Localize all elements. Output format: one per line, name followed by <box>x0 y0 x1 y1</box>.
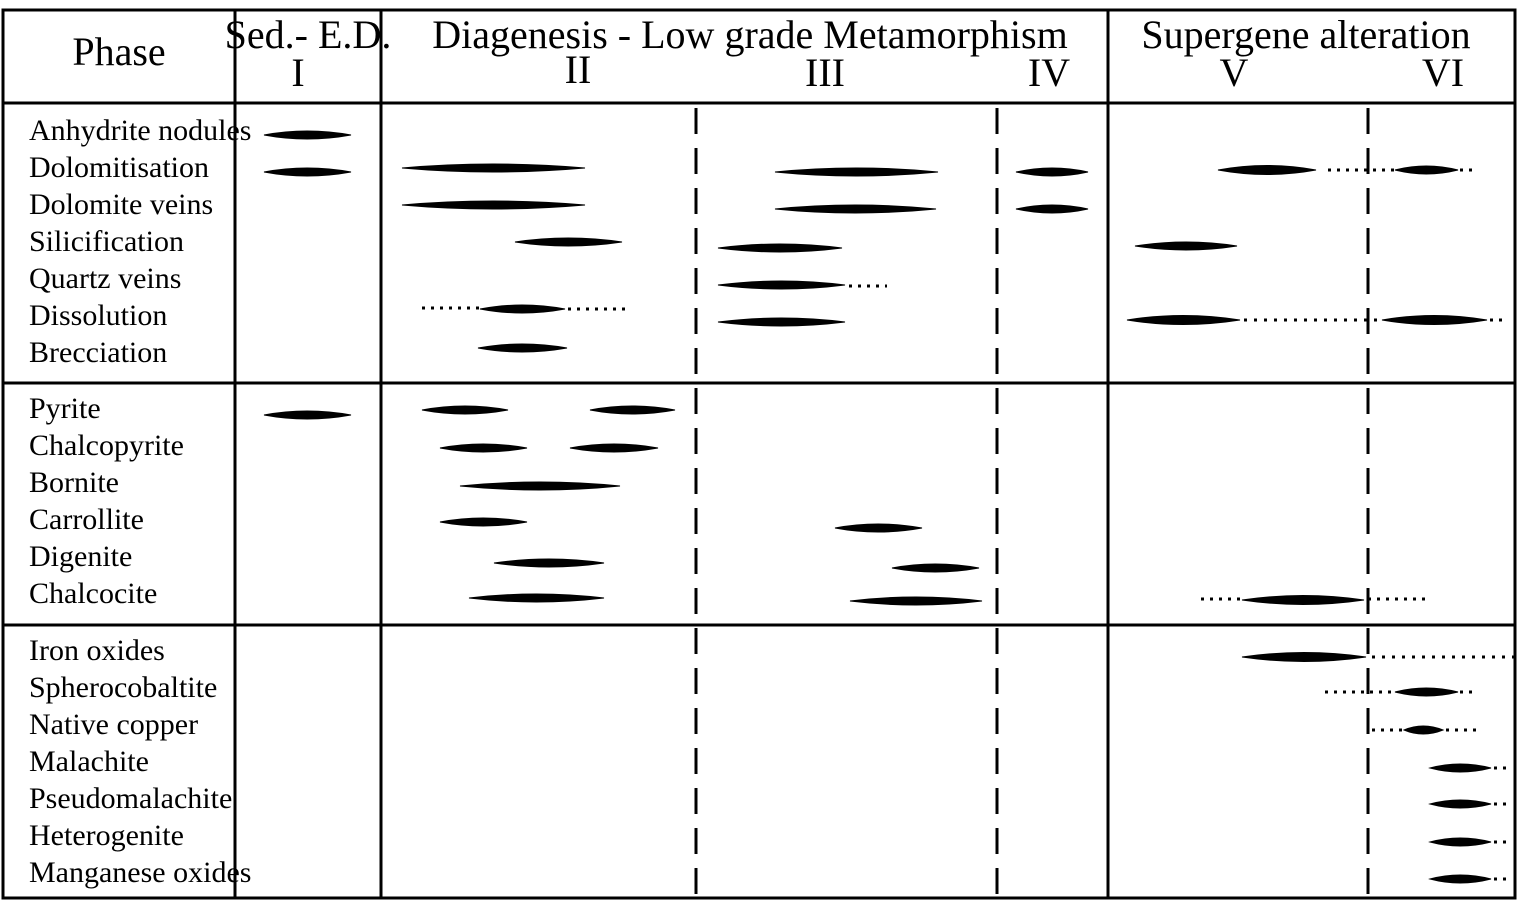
lens-mark <box>717 280 846 290</box>
marks-native-copper <box>1372 725 1478 735</box>
row-label-carrollite: Carrollite <box>29 503 144 536</box>
marks-silicification <box>514 237 1238 253</box>
lens-mark <box>1394 165 1459 175</box>
occurrence-marks <box>263 130 1518 884</box>
stage-separators <box>694 108 1370 895</box>
row-labels: Anhydrite nodules Dolomitisation Dolomit… <box>29 114 251 889</box>
lens-mark <box>1402 725 1445 735</box>
sed-ed-header: Sed.- E.D. <box>225 12 392 57</box>
stage-numeral-IV: IV <box>1028 50 1070 95</box>
row-label-dolomite-veins: Dolomite veins <box>29 188 213 221</box>
marks-dissolution <box>422 304 1504 327</box>
row-label-brecciation: Brecciation <box>29 336 167 369</box>
row-label-heterogenite: Heterogenite <box>29 819 184 852</box>
lens-mark <box>263 130 352 140</box>
row-label-spherocobaltite: Spherocobaltite <box>29 671 217 704</box>
marks-malachite <box>1428 763 1512 773</box>
lens-mark <box>1428 799 1492 809</box>
lens-mark <box>569 443 659 453</box>
lens-mark <box>717 243 843 253</box>
row-label-dolomitisation: Dolomitisation <box>29 151 209 184</box>
lens-mark <box>439 443 528 453</box>
lens-mark <box>263 167 352 177</box>
diagenesis-header: Diagenesis - Low grade Metamorphism <box>432 12 1067 57</box>
lens-mark <box>401 163 586 173</box>
lens-mark <box>1241 595 1365 605</box>
lens-mark <box>774 167 939 177</box>
marks-pseudomalachite <box>1428 799 1512 809</box>
marks-digenite <box>493 558 980 573</box>
lens-mark <box>479 304 566 314</box>
row-label-pyrite: Pyrite <box>29 392 101 425</box>
lens-mark <box>589 405 676 415</box>
marks-iron-oxides <box>1241 652 1518 662</box>
lens-mark <box>493 558 605 568</box>
lens-mark <box>1428 874 1492 884</box>
table-grid <box>1 8 1517 900</box>
lens-mark <box>477 343 568 353</box>
row-label-dissolution: Dissolution <box>29 299 167 332</box>
stage-numeral-I: I <box>291 50 304 95</box>
lens-mark <box>717 317 846 327</box>
row-label-quartz-veins: Quartz veins <box>29 262 181 295</box>
lens-mark <box>1217 165 1317 175</box>
lens-mark <box>774 204 937 214</box>
marks-carrollite <box>439 517 923 533</box>
lens-mark <box>1428 837 1492 847</box>
lens-mark <box>834 523 923 533</box>
lens-mark <box>1126 315 1241 325</box>
lens-mark <box>421 405 509 415</box>
marks-heterogenite <box>1428 837 1512 847</box>
marks-quartz-veins <box>717 280 887 290</box>
lens-mark <box>1381 315 1488 325</box>
marks-dolomite-veins <box>401 200 1089 214</box>
lens-mark <box>1015 204 1089 214</box>
lens-mark <box>1134 241 1238 251</box>
marks-bornite <box>459 481 621 491</box>
row-label-silicification: Silicification <box>29 225 184 258</box>
row-label-anhydrite-nodules: Anhydrite nodules <box>29 114 251 147</box>
lens-mark <box>1241 652 1367 662</box>
marks-brecciation <box>477 343 568 353</box>
row-label-chalcocite: Chalcocite <box>29 577 157 610</box>
lens-mark <box>849 596 983 606</box>
outer-frame <box>1 8 1517 900</box>
row-label-native-copper: Native copper <box>29 708 198 741</box>
marks-anhydrite-nodules <box>263 130 352 140</box>
lens-mark <box>891 563 980 573</box>
marks-spherocobaltite <box>1325 687 1478 697</box>
table-header: Phase Sed.- E.D. Diagenesis - Low grade … <box>72 12 1470 95</box>
stage-numeral-VI: VI <box>1422 50 1464 95</box>
phase-header: Phase <box>72 29 165 74</box>
lens-mark <box>1015 167 1089 177</box>
row-label-digenite: Digenite <box>29 540 132 573</box>
stage-numeral-V: V <box>1220 50 1249 95</box>
marks-manganese-oxides <box>1428 874 1512 884</box>
lens-mark <box>263 410 352 420</box>
lens-mark <box>1394 687 1459 697</box>
row-label-pseudomalachite: Pseudomalachite <box>29 782 232 815</box>
row-label-iron-oxides: Iron oxides <box>29 634 165 667</box>
lens-mark <box>514 237 623 247</box>
lens-mark <box>401 200 586 210</box>
row-label-malachite: Malachite <box>29 745 149 778</box>
stage-numeral-II: II <box>565 47 592 92</box>
lens-mark <box>459 481 621 491</box>
marks-chalcopyrite <box>439 443 659 453</box>
lens-mark <box>439 517 528 527</box>
row-label-chalcopyrite: Chalcopyrite <box>29 429 184 462</box>
lens-mark <box>468 593 605 603</box>
marks-chalcocite <box>468 593 1428 606</box>
marks-pyrite <box>263 405 676 420</box>
row-label-manganese-oxides: Manganese oxides <box>29 856 251 889</box>
supergene-header: Supergene alteration <box>1141 12 1470 57</box>
row-label-bornite: Bornite <box>29 466 119 499</box>
stage-numeral-III: III <box>805 50 845 95</box>
lens-mark <box>1428 763 1492 773</box>
marks-dolomitisation <box>263 163 1478 177</box>
